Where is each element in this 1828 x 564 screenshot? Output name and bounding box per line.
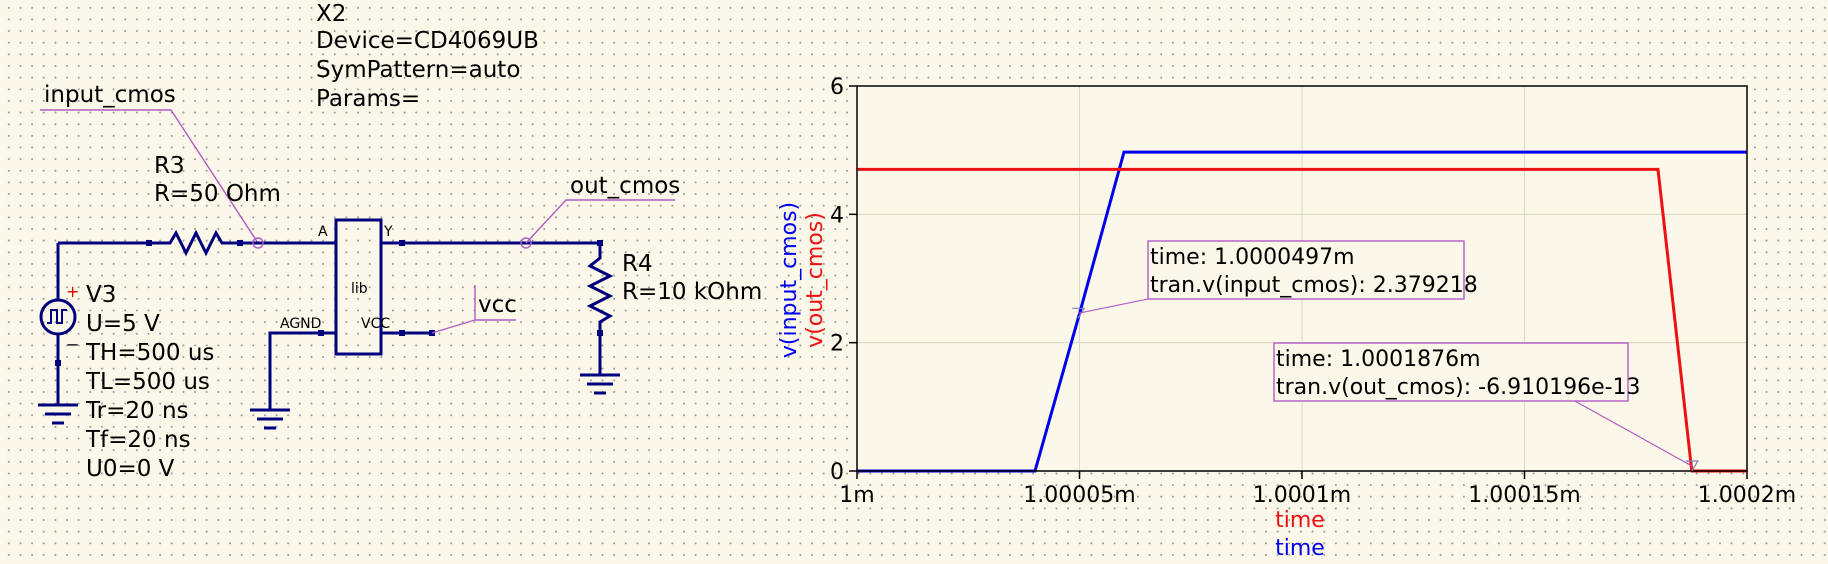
x2-params: Params= — [316, 86, 420, 112]
x2-pin-dot — [399, 240, 405, 246]
r4-name: R4 — [622, 251, 653, 277]
v3-pin — [55, 360, 61, 366]
x2-pin-agnd: AGND — [280, 316, 321, 332]
r4-pin — [597, 240, 603, 246]
net-label-input-cmos[interactable]: input_cmos — [44, 82, 176, 108]
marker-triangle[interactable] — [1685, 460, 1699, 472]
v3-tl: TL=500 us — [85, 369, 210, 395]
r3-pin — [146, 240, 152, 246]
x-axis-label-red: time — [1275, 508, 1325, 533]
marker-value-label: tran.v(input_cmos): 2.379218 — [1150, 273, 1478, 298]
r4-value: R=10 kOhm — [622, 279, 762, 305]
marker-time-label: time: 1.0000497m — [1150, 245, 1355, 270]
marker-leader — [1078, 298, 1149, 314]
v3-tr: Tr=20 ns — [85, 398, 189, 424]
v3-name: V3 — [86, 282, 116, 308]
marker-box[interactable] — [1273, 342, 1629, 402]
y-axis-label-input: v(input_cmos) — [777, 202, 802, 358]
r4-resistor[interactable] — [586, 243, 614, 375]
input-cmos-leader — [40, 109, 259, 244]
x2-inverter-body[interactable] — [334, 218, 383, 356]
vcc-leader — [431, 285, 516, 334]
x2-body-label: lib — [351, 281, 368, 297]
transient-chart[interactable]: 1m 1.00005m 1.0001m 1.00015m 1.0002m 0 2 4 6 tim… — [777, 75, 1796, 561]
x-axis-label-blue: time — [1275, 536, 1325, 561]
x-tick-label: 1m — [839, 483, 874, 508]
y-tick-label: 0 — [830, 460, 844, 485]
marker-value-label: tran.v(out_cmos): -6.910196e-13 — [1276, 375, 1641, 400]
x2-device: Device=CD4069UB — [316, 28, 539, 54]
input-cmos-node — [252, 237, 264, 249]
x2-pin-vcc: VCC — [361, 316, 390, 332]
y-tick-label: 6 — [830, 75, 844, 100]
r3-value: R=50 Ohm — [154, 181, 281, 207]
x2-pin-dot — [399, 330, 405, 336]
marker-box[interactable] — [1147, 240, 1465, 300]
out-cmos-node — [520, 237, 532, 249]
x-tick-label: 1.00015m — [1468, 483, 1580, 508]
x2-pin-a: A — [318, 224, 328, 240]
ground-symbol — [38, 403, 78, 425]
wire — [268, 331, 336, 410]
y-axis-label-output: v(out_cmos) — [803, 212, 828, 348]
v3-u0: U0=0 V — [86, 456, 175, 482]
marker-leader — [1574, 400, 1693, 467]
ground-symbol — [580, 373, 620, 395]
r3-resistor[interactable] — [148, 229, 240, 257]
y-tick-label: 2 — [830, 332, 844, 357]
x2-pin-y: Y — [383, 224, 393, 240]
markers-layer: time: 1.0000497m tran.v(input_cmos): 2.37… — [1072, 240, 1699, 472]
x-tick-label: 1.0001m — [1253, 483, 1351, 508]
x-tick-label: 1.00005m — [1023, 483, 1135, 508]
x2-sympattern: SymPattern=auto — [316, 57, 520, 83]
v3-plus: + — [66, 282, 79, 301]
pulse-icon — [47, 309, 67, 324]
axis-ticks: 1m 1.00005m 1.0001m 1.00015m 1.0002m 0 2 4 6 — [830, 75, 1796, 508]
x2-name: X2 — [316, 1, 346, 27]
y-tick-label: 4 — [830, 203, 844, 228]
marker-triangle[interactable] — [1072, 307, 1086, 319]
schematic: X2 Device=CD4069UB SymPattern=auto Param… — [38, 1, 762, 482]
v3-minus: − — [66, 335, 79, 354]
x2-pin-dot — [318, 330, 324, 336]
x-tick-label: 1.0002m — [1698, 483, 1796, 508]
r4-pin — [597, 330, 603, 336]
net-label-vcc[interactable]: vcc — [478, 292, 517, 318]
marker-time-label: time: 1.0001876m — [1276, 347, 1481, 372]
ground-symbol — [250, 408, 290, 430]
r3-name: R3 — [154, 153, 185, 179]
v3-th: TH=500 us — [85, 340, 214, 366]
v3-tf: Tf=20 ns — [85, 427, 191, 453]
net-label-out-cmos[interactable]: out_cmos — [570, 173, 680, 199]
out-cmos-leader — [525, 199, 675, 244]
v3-u: U=5 V — [86, 311, 160, 337]
